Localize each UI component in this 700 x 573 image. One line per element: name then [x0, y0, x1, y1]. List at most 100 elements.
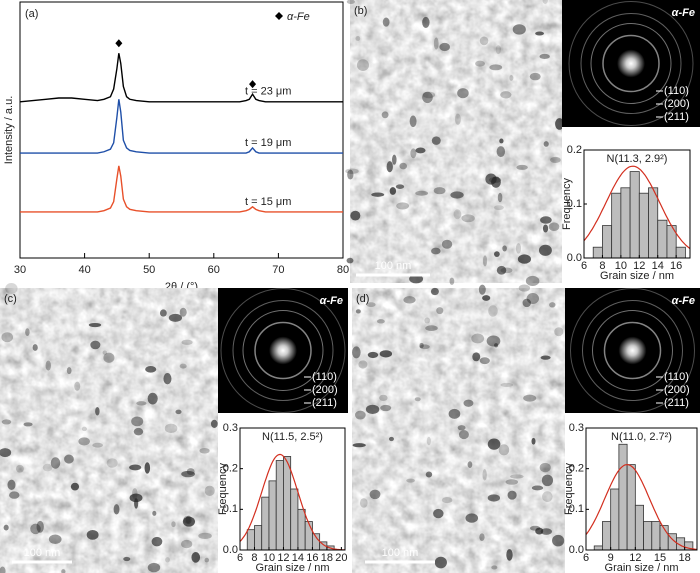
grain — [64, 454, 74, 464]
x-tick-label: 6 — [581, 260, 587, 272]
grain — [488, 305, 498, 317]
ring-label: (211) — [664, 111, 689, 123]
grain — [422, 91, 433, 104]
grain — [5, 282, 18, 294]
grain — [419, 344, 430, 350]
ring-label: (200) — [312, 384, 338, 396]
grain — [535, 31, 545, 36]
grain — [491, 565, 498, 570]
grain — [433, 508, 444, 519]
bar — [304, 521, 313, 551]
grain — [179, 363, 187, 369]
grain — [548, 222, 560, 231]
grain — [422, 16, 430, 28]
grain — [152, 510, 157, 516]
grain — [518, 284, 531, 292]
grain — [478, 284, 486, 295]
grain — [496, 265, 507, 275]
grain — [409, 115, 417, 128]
grain — [549, 302, 556, 308]
diffraction-ring — [232, 300, 334, 401]
grain — [531, 485, 544, 491]
grain — [415, 190, 429, 196]
diffraction-ring — [590, 23, 672, 104]
grain — [467, 461, 473, 469]
grain — [90, 340, 101, 350]
grain — [147, 562, 161, 573]
grain — [42, 463, 53, 472]
grain — [106, 458, 118, 468]
grain — [494, 251, 500, 257]
bar — [629, 171, 640, 259]
grain — [497, 192, 503, 203]
bar — [275, 460, 284, 551]
grain — [500, 91, 512, 99]
grain — [461, 214, 475, 223]
grain — [458, 430, 469, 440]
bar — [602, 225, 613, 259]
x-tick-label: 20 — [335, 552, 347, 564]
grain — [487, 438, 501, 450]
diffraction-ring — [568, 1, 694, 126]
bar — [634, 504, 644, 551]
grain — [3, 524, 9, 531]
grain — [198, 532, 212, 539]
grain — [542, 491, 553, 502]
series-label: t = 23 μm — [245, 86, 291, 98]
grain — [457, 425, 466, 431]
grain — [540, 355, 551, 360]
grain — [531, 437, 536, 445]
bar — [290, 488, 299, 551]
plot-frame — [239, 427, 346, 551]
x-tick-label: 12 — [629, 552, 641, 564]
grain — [355, 309, 361, 314]
grain — [382, 17, 390, 27]
panel-label: (d) — [356, 293, 369, 305]
saed-title: α-Fe — [672, 7, 695, 19]
grain — [431, 247, 441, 255]
x-tick-label: 14 — [292, 552, 304, 564]
central-spot — [269, 336, 297, 365]
grain — [433, 187, 446, 195]
grain — [95, 406, 100, 416]
x-tick-label: 8 — [599, 260, 605, 272]
grain — [171, 521, 176, 528]
bar — [626, 464, 636, 551]
grain — [136, 401, 147, 406]
grain — [496, 146, 506, 158]
grain — [164, 423, 178, 434]
grain — [502, 245, 507, 252]
diffraction-ring — [254, 321, 312, 380]
grain — [505, 479, 519, 485]
grain — [471, 333, 485, 344]
grain — [526, 293, 540, 305]
x-tick-label: 16 — [306, 552, 318, 564]
grain — [410, 148, 417, 159]
grain — [457, 88, 469, 99]
bar — [638, 192, 649, 259]
grain — [381, 111, 389, 119]
grain — [552, 534, 565, 547]
grain — [515, 243, 522, 254]
x-tick-label: 14 — [652, 260, 664, 272]
grain — [45, 360, 51, 371]
ring-label: (200) — [664, 98, 690, 110]
grain — [499, 138, 504, 144]
bar — [651, 521, 661, 551]
diffraction-ring — [582, 300, 683, 401]
x-tick-label: 12 — [633, 260, 645, 272]
grain — [48, 534, 62, 544]
tem-grains — [345, 0, 564, 287]
panel-label: (b) — [354, 5, 367, 17]
grain — [529, 72, 541, 81]
grain — [168, 313, 183, 322]
bar — [675, 246, 686, 259]
grain — [66, 367, 72, 375]
y-tick-label: 0.1 — [223, 503, 238, 515]
grain — [485, 173, 497, 185]
x-tick-label: 6 — [583, 552, 589, 564]
grain — [424, 317, 431, 324]
fit-annotation: N(11.0, 2.7²) — [611, 431, 672, 443]
grain — [389, 187, 397, 195]
x-axis-label: Grain size / nm — [605, 562, 679, 573]
